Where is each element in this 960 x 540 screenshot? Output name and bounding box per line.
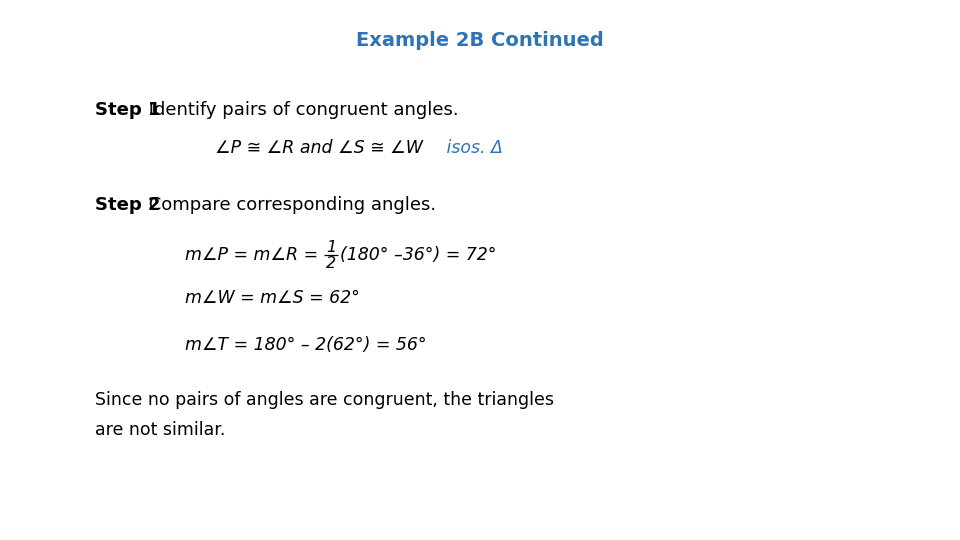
Text: m∠P = m∠R =: m∠P = m∠R = bbox=[185, 246, 324, 264]
Text: Step 1: Step 1 bbox=[95, 101, 160, 119]
Text: isos. Δ: isos. Δ bbox=[430, 139, 503, 157]
Text: Step 2: Step 2 bbox=[95, 196, 160, 214]
Text: Since no pairs of angles are congruent, the triangles: Since no pairs of angles are congruent, … bbox=[95, 391, 554, 409]
Text: Identify pairs of congruent angles.: Identify pairs of congruent angles. bbox=[143, 101, 459, 119]
Text: Example 2B Continued: Example 2B Continued bbox=[356, 30, 604, 50]
Text: Compare corresponding angles.: Compare corresponding angles. bbox=[143, 196, 436, 214]
Text: are not similar.: are not similar. bbox=[95, 421, 226, 439]
Text: 2: 2 bbox=[326, 256, 336, 272]
Text: m∠T = 180° – 2(62°) = 56°: m∠T = 180° – 2(62°) = 56° bbox=[185, 336, 426, 354]
Text: 1: 1 bbox=[326, 240, 336, 255]
Text: ∠P ≅ ∠R and ∠S ≅ ∠W: ∠P ≅ ∠R and ∠S ≅ ∠W bbox=[215, 139, 422, 157]
Text: m∠W = m∠S = 62°: m∠W = m∠S = 62° bbox=[185, 289, 360, 307]
Text: (180° –36°) = 72°: (180° –36°) = 72° bbox=[340, 246, 496, 264]
